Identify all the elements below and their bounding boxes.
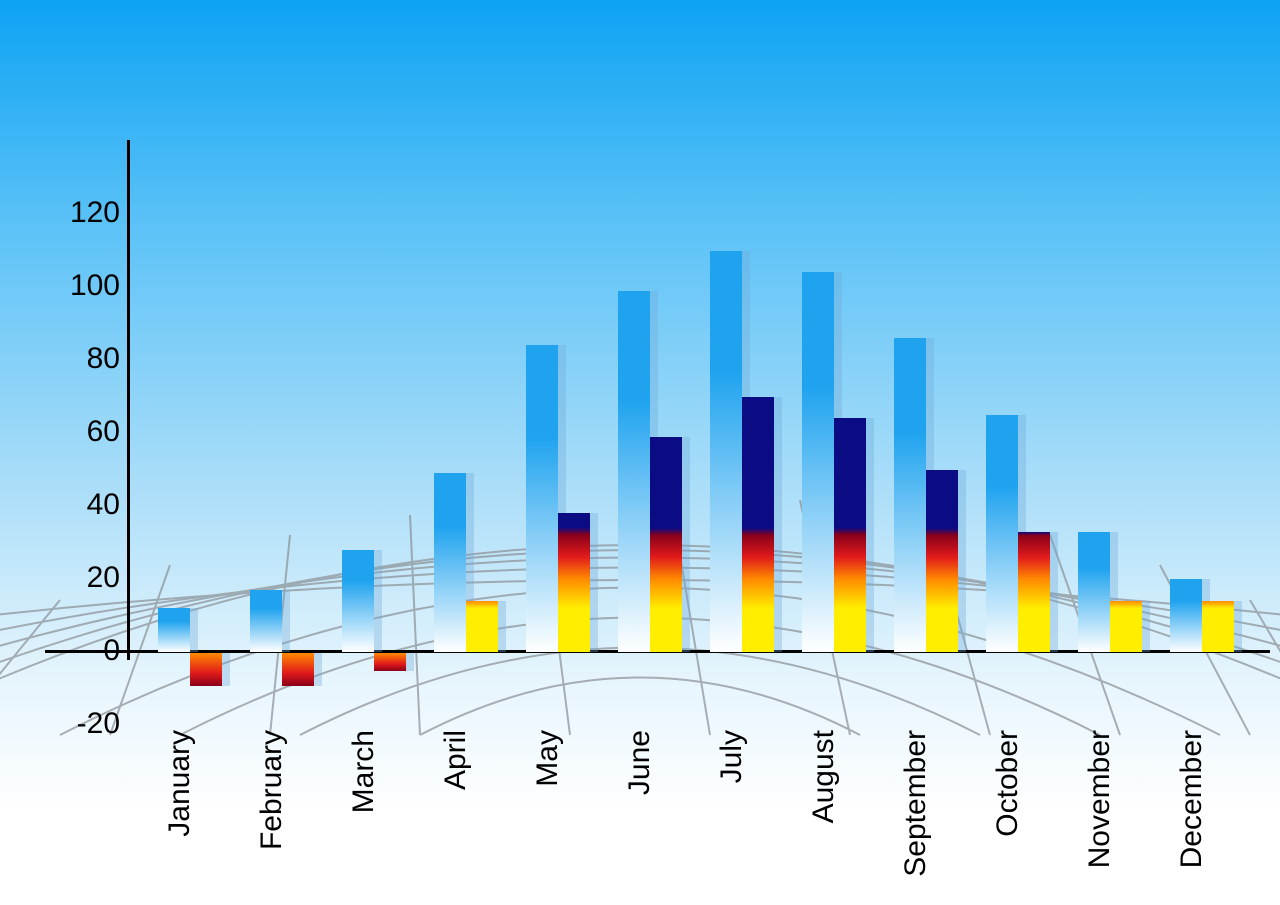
secondary-bar xyxy=(374,653,406,671)
x-tick-label: August xyxy=(807,730,841,823)
monthly-bar-chart: -20 0 20 40 60 80 100 120 January February March A… xyxy=(0,0,1280,905)
x-tick-label: January xyxy=(163,730,197,837)
x-tick-label: June xyxy=(623,730,657,795)
y-axis-line xyxy=(127,140,130,660)
primary-bar xyxy=(158,608,190,652)
secondary-bar xyxy=(1202,601,1234,652)
primary-bar xyxy=(434,473,466,652)
primary-bar xyxy=(894,338,926,652)
secondary-bar xyxy=(466,601,498,652)
y-tick-label: -20 xyxy=(77,707,120,741)
x-tick-label: May xyxy=(531,730,565,787)
secondary-bar xyxy=(742,397,774,653)
secondary-bar xyxy=(558,513,590,652)
secondary-bar xyxy=(282,653,314,686)
y-tick-label: 20 xyxy=(87,561,120,595)
y-tick-label: 40 xyxy=(87,488,120,522)
x-tick-label: December xyxy=(1175,730,1209,868)
x-tick-label: July xyxy=(715,730,749,783)
secondary-bar xyxy=(1110,601,1142,652)
primary-bar xyxy=(802,272,834,652)
primary-bar xyxy=(618,291,650,652)
primary-bar xyxy=(342,550,374,652)
primary-bar xyxy=(710,251,742,653)
y-tick-label: 60 xyxy=(87,415,120,449)
primary-bar xyxy=(250,590,282,652)
secondary-bar xyxy=(190,653,222,686)
x-tick-label: October xyxy=(991,730,1025,837)
primary-bar xyxy=(986,415,1018,652)
secondary-bar xyxy=(834,418,866,652)
x-tick-label: April xyxy=(439,730,473,790)
primary-bar xyxy=(526,345,558,652)
x-tick-label: March xyxy=(347,730,381,813)
primary-bar xyxy=(1170,579,1202,652)
primary-bar xyxy=(1078,532,1110,652)
y-tick-label: 120 xyxy=(70,196,120,230)
x-tick-label: February xyxy=(255,730,289,850)
secondary-bar xyxy=(1018,532,1050,652)
y-tick-label: 80 xyxy=(87,342,120,376)
secondary-bar xyxy=(650,437,682,652)
y-tick-label: 100 xyxy=(70,269,120,303)
x-tick-label: September xyxy=(899,730,933,877)
y-tick-label: 0 xyxy=(103,634,120,668)
secondary-bar xyxy=(926,470,958,653)
x-tick-label: November xyxy=(1083,730,1117,868)
